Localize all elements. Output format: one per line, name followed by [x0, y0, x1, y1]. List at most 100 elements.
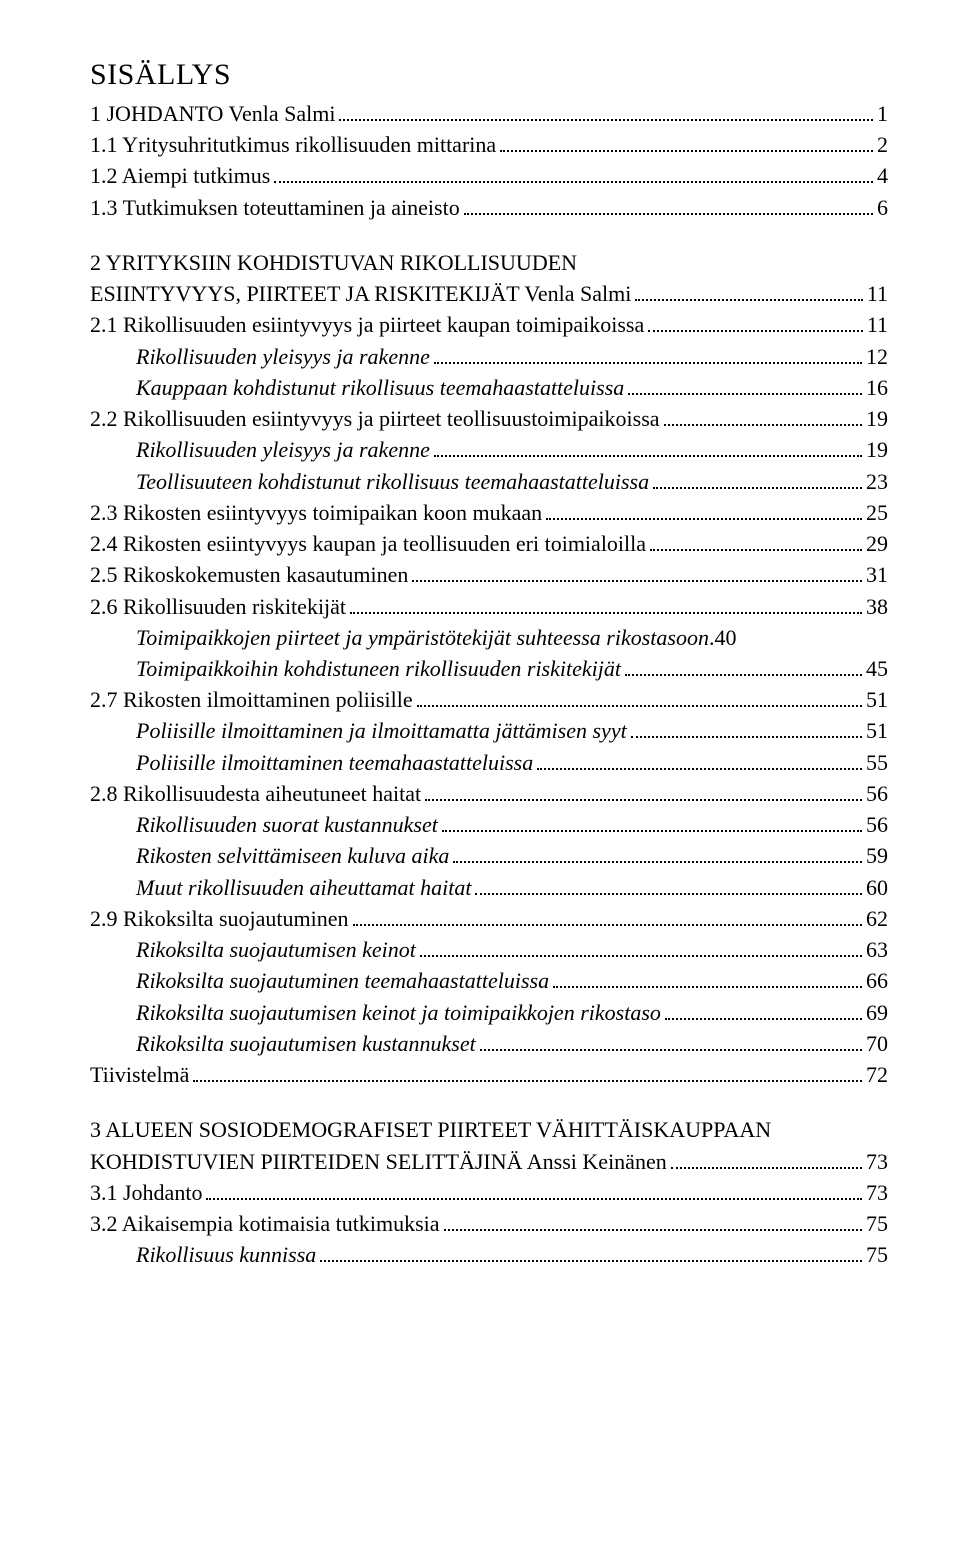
toc-entry-page: 40: [714, 622, 736, 653]
toc-entry-page: 70: [866, 1028, 888, 1059]
toc-dot-leader: [420, 939, 862, 958]
toc-entry: 2.9 Rikoksilta suojautuminen62: [90, 903, 888, 934]
toc-dot-leader: [625, 657, 862, 676]
toc-dot-leader: [628, 376, 862, 395]
toc-entry: Rikoksilta suojautuminen teemahaastattel…: [90, 965, 888, 996]
toc-entry-page: 11: [867, 309, 888, 340]
toc-entry: 2.6 Rikollisuuden riskitekijät 38: [90, 591, 888, 622]
toc-entry-page: 51: [866, 715, 888, 746]
toc-entry-label: Tiivistelmä: [90, 1059, 189, 1090]
toc-dot-leader: [434, 439, 862, 458]
toc-entry-label: Muut rikollisuuden aiheuttamat haitat: [136, 872, 471, 903]
toc-dot-leader: [671, 1150, 862, 1169]
toc-dot-leader: [425, 782, 862, 801]
toc-dot-leader: [665, 1001, 862, 1020]
toc-spacer: [90, 223, 888, 247]
toc-entry-label: 1.1 Yritysuhritutkimus rikollisuuden mit…: [90, 129, 496, 160]
toc-entry: Rikoksilta suojautumisen kustannukset 70: [90, 1028, 888, 1059]
toc-title: SISÄLLYS: [90, 58, 888, 92]
toc-entry-page: 31: [866, 559, 888, 590]
toc-dot-leader: [453, 845, 862, 864]
toc-entry-page: 51: [866, 684, 888, 715]
toc-entry-label: 2.3 Rikosten esiintyvyys toimipaikan koo…: [90, 497, 542, 528]
toc-entry-page: 59: [866, 840, 888, 871]
toc-entry: 3.2 Aikaisempia kotimaisia tutkimuksia 75: [90, 1208, 888, 1239]
toc-entry-page: 72: [866, 1059, 888, 1090]
toc-entry: 2.7 Rikosten ilmoittaminen poliisille 51: [90, 684, 888, 715]
toc-entry: 1.2 Aiempi tutkimus4: [90, 160, 888, 191]
toc-entry-page: 60: [866, 872, 888, 903]
toc-entry: ESIINTYVYYS, PIIRTEET JA RISKITEKIJÄT Ve…: [90, 278, 888, 309]
toc-entry-page: 56: [866, 809, 888, 840]
toc-entry-page: 75: [866, 1208, 888, 1239]
toc-entry-label: Teollisuuteen kohdistunut rikollisuus te…: [136, 466, 649, 497]
toc-entry-label: Poliisille ilmoittaminen ja ilmoittamatt…: [136, 715, 627, 746]
toc-entry: Tiivistelmä 72: [90, 1059, 888, 1090]
toc-entry: Toimipaikkojen piirteet ja ympäristöteki…: [90, 622, 888, 653]
toc-entry-label: Poliisille ilmoittaminen teemahaastattel…: [136, 747, 533, 778]
toc-entry: 2.4 Rikosten esiintyvyys kaupan ja teoll…: [90, 528, 888, 559]
toc-dot-leader: [274, 165, 873, 184]
toc-entry-label: Rikosten selvittämiseen kuluva aika: [136, 840, 449, 871]
toc-entry-page: 73: [866, 1146, 888, 1177]
toc-entry: Teollisuuteen kohdistunut rikollisuus te…: [90, 466, 888, 497]
toc-entry-label: Rikoksilta suojautumisen kustannukset: [136, 1028, 476, 1059]
toc-dot-leader: [664, 408, 862, 427]
toc-entry-label: 2.5 Rikoskokemusten kasautuminen: [90, 559, 408, 590]
toc-dot-leader: [631, 720, 862, 739]
toc-entry: Rikollisuuden suorat kustannukset 56: [90, 809, 888, 840]
toc-entry-label: Rikollisuuden yleisyys ja rakenne: [136, 341, 430, 372]
toc-dot-leader: [653, 470, 862, 489]
toc-entry-page: 66: [866, 965, 888, 996]
toc-entry-label: Toimipaikkojen piirteet ja ympäristöteki…: [136, 622, 709, 653]
toc-dot-leader: [434, 345, 862, 364]
toc-entry: 2 YRITYKSIIN KOHDISTUVAN RIKOLLISUUDEN: [90, 247, 888, 278]
toc-entry-page: 19: [866, 434, 888, 465]
toc-entry: Poliisille ilmoittaminen ja ilmoittamatt…: [90, 715, 888, 746]
toc-dot-leader: [417, 689, 862, 708]
page: SISÄLLYS 1 JOHDANTO Venla Salmi11.1 Yrit…: [0, 0, 960, 1546]
toc-entry: 1.3 Tutkimuksen toteuttaminen ja aineist…: [90, 192, 888, 223]
toc-entry: 2.8 Rikollisuudesta aiheutuneet haitat56: [90, 778, 888, 809]
toc-entry-page: 19: [866, 403, 888, 434]
toc-entry-label: Rikollisuuden suorat kustannukset: [136, 809, 438, 840]
toc-entry: 2.5 Rikoskokemusten kasautuminen 31: [90, 559, 888, 590]
toc-entry: Rikollisuuden yleisyys ja rakenne12: [90, 341, 888, 372]
toc-entry-page: 56: [866, 778, 888, 809]
toc-entry-page: 38: [866, 591, 888, 622]
toc-entry-page: 2: [877, 129, 888, 160]
toc-dot-leader: [537, 751, 862, 770]
toc-dot-leader: [442, 814, 862, 833]
toc-entry-label: 2.6 Rikollisuuden riskitekijät: [90, 591, 346, 622]
toc-entry-label: 3.2 Aikaisempia kotimaisia tutkimuksia: [90, 1208, 440, 1239]
toc-entry-page: 75: [866, 1239, 888, 1270]
toc-entry: 2.3 Rikosten esiintyvyys toimipaikan koo…: [90, 497, 888, 528]
toc-entry-page: 23: [866, 466, 888, 497]
toc-dot-leader: [650, 533, 862, 552]
toc-dot-leader: [635, 283, 862, 302]
toc-entry: 3.1 Johdanto73: [90, 1177, 888, 1208]
toc-entry: Kauppaan kohdistunut rikollisuus teemaha…: [90, 372, 888, 403]
toc-entry: Rikoksilta suojautumisen keinot63: [90, 934, 888, 965]
toc-entry: 3 ALUEEN SOSIODEMOGRAFISET PIIRTEET VÄHI…: [90, 1114, 888, 1145]
toc-dot-leader: [500, 134, 873, 153]
toc-entry-label: Rikollisuus kunnissa: [136, 1239, 316, 1270]
toc-entry-label: 2.9 Rikoksilta suojautuminen: [90, 903, 349, 934]
toc-entry-page: 45: [866, 653, 888, 684]
toc-dot-leader: [320, 1244, 862, 1263]
toc-entry: KOHDISTUVIEN PIIRTEIDEN SELITTÄJINÄ Anss…: [90, 1146, 888, 1177]
toc-entry-page: 63: [866, 934, 888, 965]
toc-entry-label: Kauppaan kohdistunut rikollisuus teemaha…: [136, 372, 624, 403]
toc-entry-page: 55: [866, 747, 888, 778]
toc-entry-label: KOHDISTUVIEN PIIRTEIDEN SELITTÄJINÄ Anss…: [90, 1146, 667, 1177]
toc-entry: 2.2 Rikollisuuden esiintyvyys ja piirtee…: [90, 403, 888, 434]
toc-entry-label: 2.7 Rikosten ilmoittaminen poliisille: [90, 684, 413, 715]
toc-entry-label: Rikollisuuden yleisyys ja rakenne: [136, 434, 430, 465]
toc-entry-label: 2.1 Rikollisuuden esiintyvyys ja piirtee…: [90, 309, 644, 340]
toc-entry-page: 11: [867, 278, 888, 309]
toc-entry-label: ESIINTYVYYS, PIIRTEET JA RISKITEKIJÄT Ve…: [90, 278, 631, 309]
toc-entry: Toimipaikkoihin kohdistuneen rikollisuud…: [90, 653, 888, 684]
toc-entry-page: 1: [877, 98, 888, 129]
toc-entry: 1 JOHDANTO Venla Salmi1: [90, 98, 888, 129]
toc-entry-label: 2.4 Rikosten esiintyvyys kaupan ja teoll…: [90, 528, 646, 559]
